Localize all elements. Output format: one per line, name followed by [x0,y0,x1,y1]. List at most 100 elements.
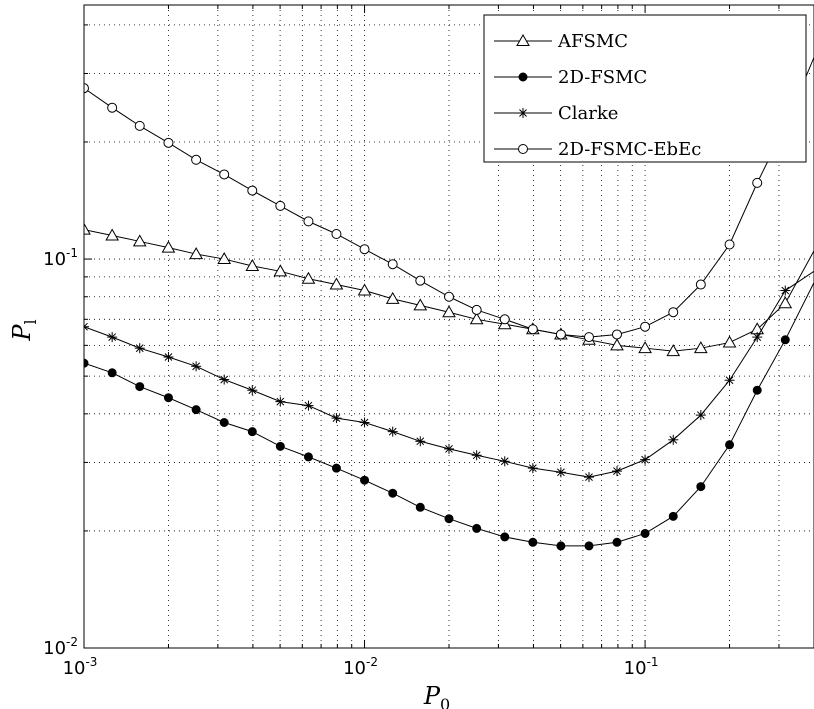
data-point [471,450,482,461]
data-point [331,463,341,473]
data-point [191,154,202,165]
data-point [360,475,370,485]
data-point [359,244,370,255]
data-point [301,271,316,284]
series-2d-fsmc-ebec [84,57,814,343]
data-point [611,329,622,340]
x-axis-label: P0 [423,682,450,709]
data-point [219,417,229,427]
legend-item: 2D-FSMC [494,67,647,88]
data-point [527,324,538,335]
data-point [415,502,425,512]
data-point [191,405,201,415]
data-point [163,393,173,403]
data-point [303,400,314,411]
data-point [780,335,790,345]
data-point [387,259,398,270]
data-point [583,332,594,343]
data-point [638,341,652,354]
data-point [331,228,342,239]
data-point [134,343,145,354]
data-point [84,222,91,235]
data-point [387,426,398,437]
data-point [780,285,791,296]
data-point [722,335,737,348]
data-point [132,234,147,247]
data-point [247,185,258,196]
x-tick-label: 10-1 [624,655,659,679]
data-point [518,108,528,118]
data-point [161,240,176,253]
data-point [518,72,528,82]
data-point [499,456,510,467]
data-point [388,488,398,498]
series-clarke [84,270,814,483]
y-axis-label: Pl [8,319,40,341]
data-point [247,427,257,437]
data-point [555,467,566,478]
data-point [359,417,370,428]
legend-label: Clarke [558,103,618,124]
legend-label: 2D-FSMC-EbEc [558,139,701,160]
data-point [752,332,763,343]
data-point [527,463,538,474]
data-point [695,279,706,290]
data-point [724,375,735,386]
data-point [273,264,288,277]
legend-label: AFSMC [557,31,628,52]
data-point [303,452,313,462]
data-point [518,144,528,154]
data-point [640,528,650,538]
data-point [163,137,174,148]
data-point [516,33,530,46]
data-point [107,368,117,378]
data-point [724,239,735,250]
x-tick-label: 10-3 [63,655,98,679]
data-point [107,332,118,343]
data-point [245,258,260,271]
data-point [556,541,566,551]
data-point [84,321,89,332]
legend-item: Clarke [494,103,618,124]
data-point [668,434,679,445]
data-point [84,358,89,368]
series-layer [84,57,814,551]
series-line [84,282,814,547]
data-point [219,169,230,180]
data-point [469,312,484,325]
data-point [696,482,706,492]
data-point [84,83,89,94]
legend-box [483,14,807,163]
data-point [134,120,145,131]
data-point [331,413,342,424]
data-point [472,523,482,533]
data-point [752,177,763,188]
data-point [640,321,651,332]
data-point [413,298,428,311]
data-point [444,291,454,302]
series-afsmc [84,222,814,357]
data-point [163,351,174,362]
data-point [612,537,622,547]
data-point [247,385,258,396]
data-point [385,291,400,304]
data-point [500,532,510,542]
data-point [135,382,145,392]
data-point [778,296,793,309]
data-point [752,385,762,395]
y-tick-label: 10-2 [43,635,78,659]
y-tick-label: 10-1 [43,246,78,270]
data-point [303,216,314,227]
data-point [693,341,708,354]
data-point [668,511,678,521]
data-point [105,228,120,241]
x-tick-label: 10-2 [343,655,378,679]
data-point [611,466,622,477]
data-point [528,537,538,547]
data-point [725,440,735,450]
data-point [219,374,230,385]
data-point [357,283,372,296]
data-point [217,252,232,265]
data-point [640,454,651,465]
